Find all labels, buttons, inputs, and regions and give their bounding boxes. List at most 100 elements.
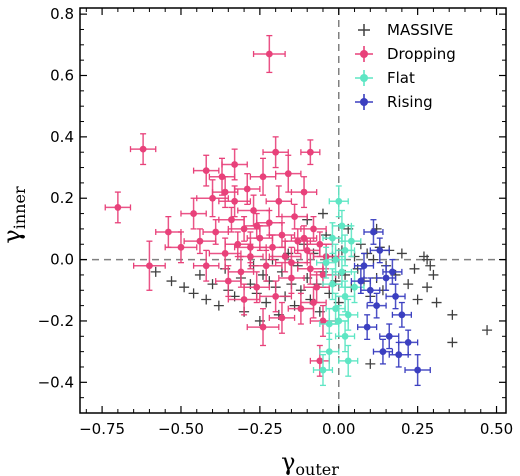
y-axis-label-sub: inner xyxy=(10,186,29,229)
flat-marker xyxy=(341,332,349,340)
flat-point xyxy=(334,320,356,353)
rising-marker xyxy=(370,228,377,236)
dropping-marker xyxy=(196,237,204,245)
dropping-marker xyxy=(284,170,292,178)
x-tick-label: −0.50 xyxy=(158,420,204,438)
dropping-point xyxy=(132,240,166,291)
dropping-marker xyxy=(275,197,283,205)
rising-marker xyxy=(366,286,374,294)
massive-point xyxy=(412,294,423,305)
rising-point xyxy=(385,283,406,310)
dropping-marker xyxy=(240,225,248,233)
dropping-point xyxy=(303,271,330,304)
flat-marker xyxy=(335,197,343,205)
dropping-marker xyxy=(221,188,229,196)
legend-plus-icon xyxy=(358,24,370,36)
dropping-marker xyxy=(221,250,229,257)
dropping-marker xyxy=(190,210,198,217)
plot-frame xyxy=(79,7,507,414)
y-axis-label-main: γ xyxy=(0,229,26,243)
dropping-point xyxy=(300,215,327,242)
dropping-point xyxy=(249,157,277,196)
massive-point xyxy=(365,358,376,369)
dropping-marker xyxy=(253,283,261,291)
dropping-marker xyxy=(265,219,273,227)
flat-marker xyxy=(329,234,336,242)
dropping-marker xyxy=(281,253,289,260)
legend-label: MASSIVE xyxy=(387,21,453,39)
dropping-point xyxy=(129,133,157,166)
series-rising xyxy=(350,219,431,387)
legend-item-flat: Flat xyxy=(355,69,415,87)
dropping-marker xyxy=(262,262,270,270)
legend-item-massive: MASSIVE xyxy=(358,21,453,39)
rising-marker xyxy=(404,339,412,346)
rising-marker xyxy=(373,302,381,310)
rising-point xyxy=(398,329,419,356)
dropping-marker xyxy=(291,213,298,221)
dropping-marker xyxy=(259,323,267,331)
flat-marker xyxy=(338,222,346,230)
dropping-point xyxy=(221,148,248,181)
dropping-point xyxy=(281,203,308,230)
series-flat xyxy=(312,185,365,387)
x-tick-label: 0.00 xyxy=(322,420,355,438)
rising-point xyxy=(379,323,400,350)
flat-marker xyxy=(325,348,333,356)
massive-point xyxy=(431,297,442,308)
dropping-point xyxy=(233,173,261,206)
rising-marker xyxy=(363,323,371,331)
dropping-marker xyxy=(177,243,185,251)
massive-point xyxy=(447,337,458,348)
rising-point xyxy=(363,219,384,245)
dropping-point xyxy=(290,176,318,209)
dropping-point xyxy=(246,308,280,347)
dropping-point xyxy=(262,136,289,169)
massive-point xyxy=(317,208,328,219)
y-axis-label: γinner xyxy=(0,186,29,244)
dropping-marker xyxy=(319,271,327,279)
flat-marker xyxy=(347,237,355,245)
dropping-point xyxy=(237,194,270,227)
massive-point xyxy=(166,276,177,287)
flat-marker xyxy=(322,259,330,267)
massive-point xyxy=(422,282,433,293)
dropping-point xyxy=(227,283,261,316)
rising-marker xyxy=(398,311,406,319)
rising-point xyxy=(404,354,431,387)
rising-marker xyxy=(360,262,368,270)
dropping-point xyxy=(259,280,293,313)
flat-point xyxy=(341,225,362,258)
dropping-point xyxy=(274,246,308,279)
reference-lines xyxy=(80,8,506,413)
dropping-marker xyxy=(139,145,147,153)
dropping-point xyxy=(155,215,182,248)
dropping-marker xyxy=(310,225,317,233)
dropping-marker xyxy=(310,299,317,306)
flat-marker xyxy=(341,246,349,254)
rising-point xyxy=(369,237,390,264)
flat-marker xyxy=(319,366,327,374)
massive-point xyxy=(207,279,218,290)
dropping-point xyxy=(211,176,239,209)
flat-marker xyxy=(335,317,343,325)
dropping-point xyxy=(300,139,321,166)
dropping-point xyxy=(104,191,132,224)
y-tick-label: 0.8 xyxy=(50,5,74,23)
massive-point xyxy=(213,300,224,311)
dropping-marker xyxy=(300,234,308,242)
axis-ticks: −0.75 −0.50 −0.25 0.00 0.25 0.50 −0.4 −0.2 0.0 0.… xyxy=(38,5,514,438)
x-axis-label-sub: outer xyxy=(295,460,339,476)
dropping-marker xyxy=(231,197,239,205)
dropping-marker xyxy=(272,293,280,300)
dropping-point xyxy=(243,212,270,239)
flat-marker xyxy=(341,293,349,300)
rising-marker xyxy=(392,293,399,300)
rising-marker xyxy=(376,246,384,254)
y-tick-label: 0.4 xyxy=(50,128,74,146)
flat-point xyxy=(316,246,337,279)
dropping-point xyxy=(287,292,315,325)
dropping-point xyxy=(224,231,252,258)
massive-point xyxy=(447,309,458,320)
dropping-point xyxy=(218,206,245,233)
